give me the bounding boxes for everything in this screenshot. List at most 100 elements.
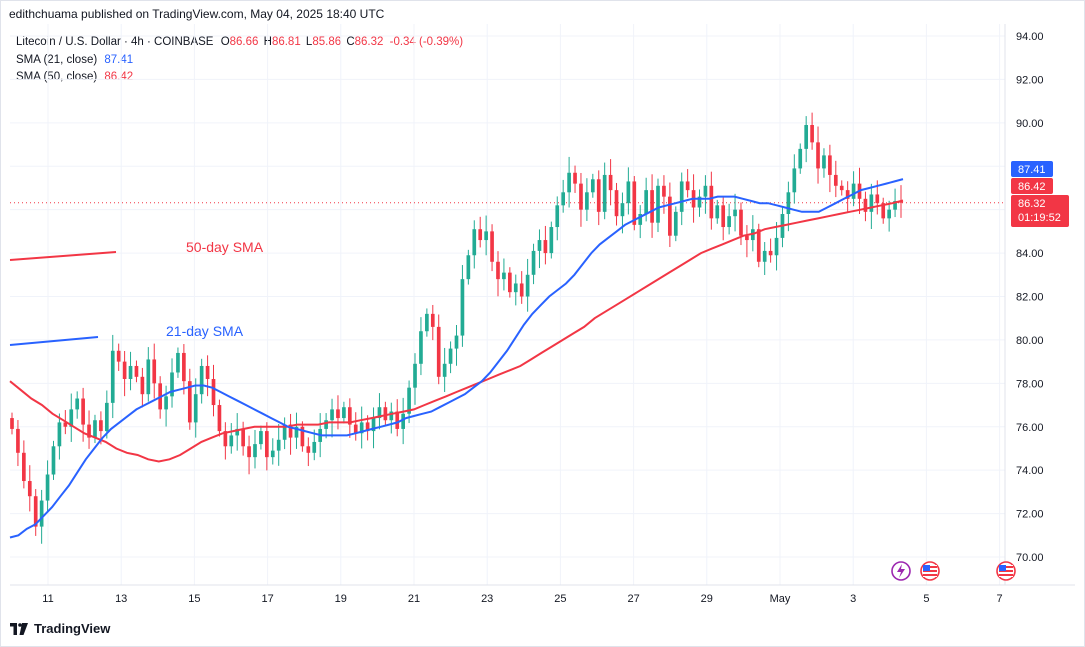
- candle-up: [525, 274, 530, 297]
- published-by-line: edithchuama published on TradingView.com…: [9, 7, 385, 21]
- candle-up: [170, 372, 174, 397]
- lightning-icon[interactable]: [891, 561, 911, 581]
- candle-up: [324, 420, 328, 429]
- candle-down: [217, 405, 222, 432]
- candle-down: [10, 418, 14, 429]
- ohlc-open-label: O: [220, 36, 230, 48]
- y-tick-label: 74.00: [1016, 465, 1044, 477]
- sma21-line: [9, 178, 904, 539]
- candle-up: [798, 148, 803, 169]
- tradingview-logo-icon: [10, 622, 28, 635]
- candle-down: [839, 185, 844, 191]
- us-flag-icon[interactable]: [996, 561, 1016, 581]
- sma21-row[interactable]: SMA (21, close) 87.41: [16, 52, 463, 70]
- candle-up: [644, 190, 648, 215]
- sma21-value: 87.41: [104, 53, 134, 66]
- y-tick-label: 82.00: [1016, 292, 1044, 304]
- symbol-row: Litecoin / U.S. Dollar · 4h · COINBASE O…: [16, 34, 463, 52]
- candle-down: [247, 446, 251, 458]
- candle-up: [822, 155, 826, 169]
- y-tick-label: 76.00: [1016, 422, 1044, 434]
- candle-up: [176, 352, 180, 373]
- candle-up: [69, 409, 74, 427]
- candle-up: [869, 194, 874, 212]
- candle-up: [229, 435, 234, 447]
- candle-down: [241, 428, 245, 447]
- candle-up: [235, 428, 240, 436]
- candle-down: [211, 378, 216, 406]
- candle-up: [697, 196, 702, 208]
- candle-down: [99, 420, 103, 432]
- candle-up: [703, 185, 708, 197]
- candle-up: [104, 402, 109, 432]
- candle-up: [887, 209, 891, 219]
- candle-down: [87, 424, 91, 438]
- price-axis[interactable]: 70.00 72.00 74.00 76.00 78.00 80.00 82.00 84.00…: [1016, 31, 1044, 564]
- candle-up: [270, 450, 275, 458]
- candle-down: [16, 428, 20, 453]
- candle-down: [33, 496, 38, 527]
- candle-down: [721, 205, 726, 228]
- x-tick-label: 29: [701, 593, 713, 605]
- x-tick-label: 25: [554, 593, 566, 605]
- us-flag-icon[interactable]: [920, 561, 940, 581]
- candle-up: [466, 255, 471, 280]
- candle-up: [419, 331, 423, 364]
- y-tick-label: 92.00: [1016, 74, 1044, 86]
- y-tick-label: 70.00: [1016, 552, 1044, 564]
- candle-down: [140, 376, 145, 395]
- candle-down: [187, 381, 192, 423]
- candle-up: [567, 172, 571, 193]
- change-value: -0.34 (-0.39%): [389, 36, 464, 48]
- ohlc-open-value: 86.66: [229, 36, 259, 48]
- sma21-pill-text: 87.41: [1018, 164, 1046, 176]
- candle-up: [484, 231, 488, 241]
- candle-down: [739, 209, 743, 236]
- candle-up: [774, 237, 779, 256]
- annotation-21-sma-line: [9, 336, 99, 346]
- countdown-text: 01:19:52: [1018, 212, 1061, 224]
- x-tick-label: 17: [261, 593, 273, 605]
- candle-down: [662, 185, 666, 197]
- candle-up: [549, 227, 554, 254]
- candle-up: [51, 446, 56, 475]
- candle-down: [205, 365, 210, 379]
- candle-down: [833, 174, 838, 186]
- ohlc-close-value: 86.32: [354, 36, 384, 48]
- candle-up: [656, 185, 660, 223]
- y-tick-label: 90.00: [1016, 118, 1044, 130]
- candle-down: [881, 203, 886, 219]
- annotation-21-sma-text: 21-day SMA: [166, 323, 244, 339]
- tradingview-brand: TradingView: [34, 621, 111, 636]
- candle-up: [893, 200, 897, 210]
- candle-down: [265, 431, 269, 458]
- x-tick-label: 5: [923, 593, 929, 605]
- candle-up: [57, 422, 62, 447]
- y-tick-label: 72.00: [1016, 509, 1044, 521]
- candle-down: [81, 398, 85, 425]
- annotation-50-sma-text: 50-day SMA: [186, 239, 264, 255]
- time-axis[interactable]: 11 13 15 17 19 21 23 25 27 29 May 3 5 7: [42, 593, 1002, 605]
- candle-down: [353, 424, 358, 434]
- candle-up: [448, 348, 453, 364]
- candle-down: [508, 272, 512, 293]
- candle-down: [709, 185, 714, 219]
- candle-down: [608, 174, 613, 191]
- candle-down: [875, 194, 880, 204]
- candle-down: [543, 240, 548, 254]
- candle-up: [312, 441, 317, 453]
- candle-up: [537, 240, 542, 251]
- candle-down: [223, 431, 228, 447]
- candle-down: [519, 283, 524, 297]
- tradingview-footer[interactable]: TradingView: [10, 621, 110, 636]
- candle-up: [45, 474, 50, 501]
- grid-lines: [10, 24, 1005, 585]
- x-tick-label: 19: [335, 593, 347, 605]
- candle-up: [786, 192, 791, 215]
- sma50-row[interactable]: SMA (50, close) 86.42: [16, 69, 463, 87]
- candle-up: [472, 229, 477, 256]
- symbol-title[interactable]: Litecoin / U.S. Dollar · 4h · COINBASE: [16, 36, 214, 48]
- sma21-label: SMA (21, close): [16, 53, 98, 66]
- y-tick-label: 84.00: [1016, 248, 1044, 260]
